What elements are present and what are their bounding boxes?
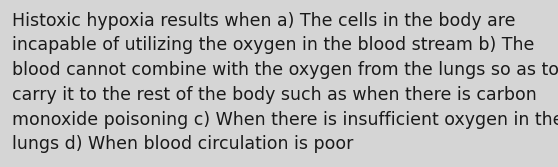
Text: monoxide poisoning c) When there is insufficient oxygen in the: monoxide poisoning c) When there is insu… xyxy=(12,111,558,129)
Text: lungs d) When blood circulation is poor: lungs d) When blood circulation is poor xyxy=(12,135,354,153)
Text: carry it to the rest of the body such as when there is carbon: carry it to the rest of the body such as… xyxy=(12,86,537,104)
Text: Histoxic hypoxia results when a) The cells in the body are: Histoxic hypoxia results when a) The cel… xyxy=(12,12,516,30)
Text: blood cannot combine with the oxygen from the lungs so as to: blood cannot combine with the oxygen fro… xyxy=(12,61,558,79)
Text: incapable of utilizing the oxygen in the blood stream b) The: incapable of utilizing the oxygen in the… xyxy=(12,36,535,54)
